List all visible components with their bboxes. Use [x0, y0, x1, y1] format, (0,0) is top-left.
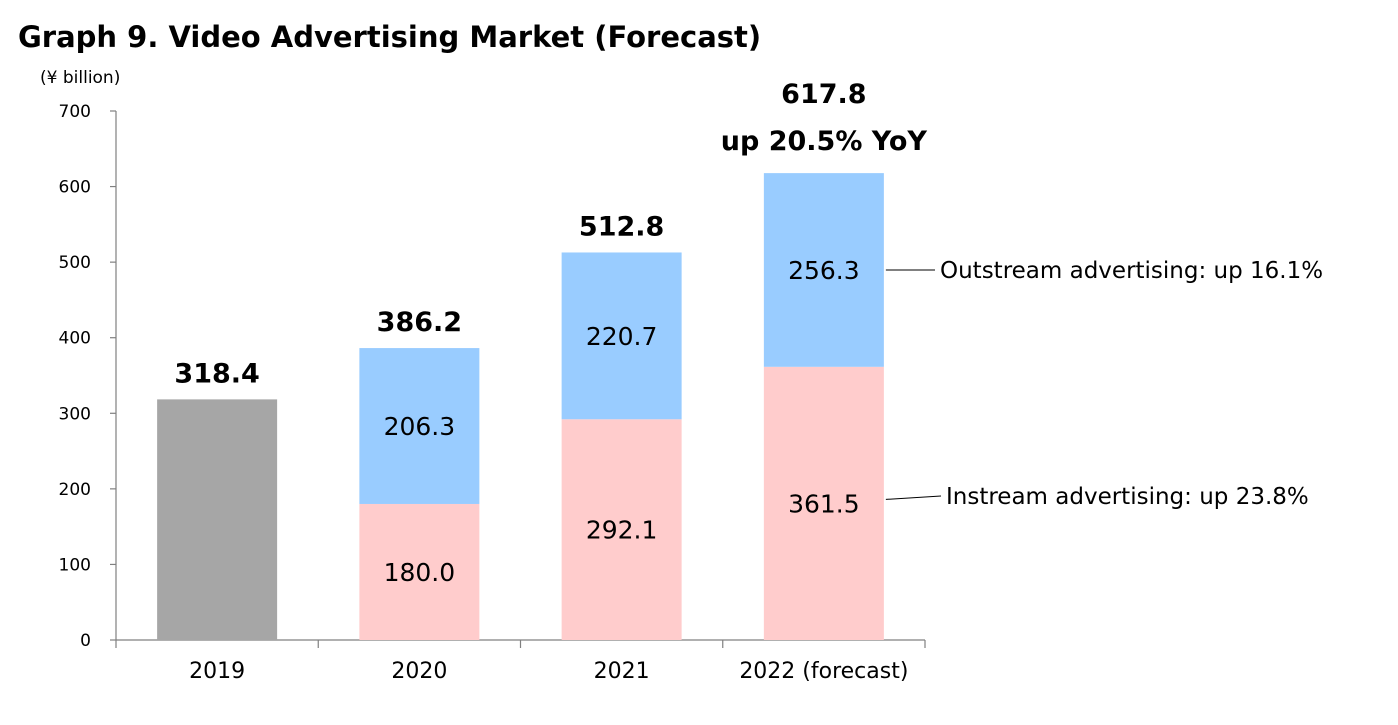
axes-layer: 0 100 200 300 400 500 600 700 2019 2020 2021 2022 (…: [59, 102, 926, 684]
y-tick-label-600: 600: [59, 178, 91, 198]
y-tick-label-700: 700: [59, 102, 91, 122]
bar-instream-advertising-2020: [359, 503, 480, 640]
total-note-2022-forecast: up 20.5% YoY: [721, 126, 928, 157]
total-label-2019: 318.4: [174, 358, 259, 389]
bar-outstream-advertising-2022-forecast: [763, 173, 884, 367]
data-label-instream-advertising-2020: 180.0: [384, 558, 456, 587]
unit-label: (¥ billion): [40, 68, 120, 88]
annotation-outstream-advertising: Outstream advertising: up 16.1%: [940, 258, 1323, 284]
y-tick-label-200: 200: [59, 480, 91, 500]
bar-outstream-advertising-2020: [359, 348, 480, 504]
y-tick-label-100: 100: [59, 555, 91, 575]
bar-outstream-advertising-2021: [561, 252, 682, 420]
y-tick-label-400: 400: [59, 329, 91, 349]
total-label-2021: 512.8: [579, 211, 664, 242]
y-tick-label-0: 0: [80, 631, 91, 651]
y-tick-label-500: 500: [59, 253, 91, 273]
total-label-2022-forecast: 617.8: [781, 79, 866, 110]
annotation-instream-advertising: Instream advertising: up 23.8%: [946, 484, 1309, 510]
x-tick-label-2019: 2019: [189, 659, 245, 684]
data-label-instream-advertising-2022-forecast: 361.5: [788, 489, 860, 518]
bars-layer: [157, 173, 884, 640]
labels-layer: 318.4 180.0 206.3 386.2 292.1 220.7 512.8 361.5…: [174, 79, 927, 587]
data-label-outstream-advertising-2021: 220.7: [586, 322, 658, 351]
chart-title: Graph 9. Video Advertising Market (Forec…: [18, 20, 761, 54]
data-label-outstream-advertising-2022-forecast: 256.3: [788, 256, 860, 285]
annotation-leader-instream-advertising: [885, 495, 942, 500]
total-label-2020: 386.2: [377, 307, 462, 338]
x-tick-label-2022-forecast: 2022 (forecast): [739, 659, 908, 684]
bar-instream-advertising-2022-forecast: [763, 366, 884, 640]
data-label-outstream-advertising-2020: 206.3: [384, 412, 456, 441]
bar-instream-advertising-2021: [561, 419, 682, 640]
annotations-layer: Outstream advertising: up 16.1% Instream …: [885, 258, 1323, 510]
x-tick-label-2021: 2021: [594, 659, 650, 684]
bar-total-2019-2019: [157, 399, 278, 640]
y-tick-label-300: 300: [59, 404, 91, 424]
data-label-instream-advertising-2021: 292.1: [586, 516, 658, 545]
x-tick-label-2020: 2020: [391, 659, 447, 684]
